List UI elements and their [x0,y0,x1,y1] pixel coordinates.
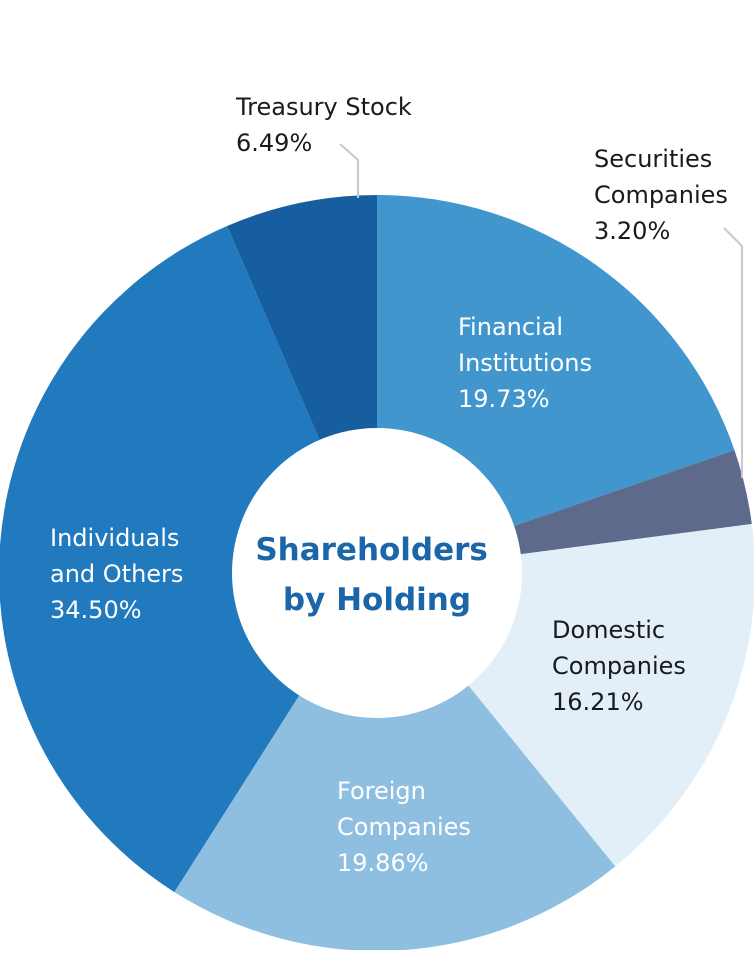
slice-labels: Financial Institutions 19.73% Securities Com… [50,93,728,877]
chart-title: Shareholders by Holding [255,532,498,618]
slice-value-label: 6.49% [236,129,312,157]
slice-name-label: Securities [594,145,712,173]
slice-individuals-and-others [0,226,377,893]
slice-value-label: 3.20% [594,217,670,245]
slice-label-securities-companies: Securities Companies 3.20% [594,145,728,245]
leader-lines [339,143,743,478]
slice-label-financial-institutions: Financial Institutions 19.73% [458,313,592,413]
leader-line-treasury-stock [339,143,359,198]
chart-title-line-2: by Holding [283,582,471,618]
slice-name-label: Domestic [552,616,665,644]
slice-value-label: 16.21% [552,688,644,716]
slice-label-individuals-and-others: Individuals and Others 34.50% [50,524,183,624]
slice-value-label: 19.86% [337,849,429,877]
slice-label-treasury-stock: Treasury Stock 6.49% [235,93,412,157]
slice-name-label: Companies [594,181,728,209]
slice-foreign-companies [174,573,616,951]
slice-name-label: Treasury Stock [235,93,412,121]
slice-name-label: Institutions [458,349,592,377]
slice-name-label: Companies [552,652,686,680]
slice-value-label: 19.73% [458,385,550,413]
slice-label-foreign-companies: Foreign Companies 19.86% [337,777,471,877]
slice-label-domestic-companies: Domestic Companies 16.21% [552,616,686,716]
donut-hole [232,428,522,718]
slice-value-label: 34.50% [50,596,142,624]
slice-name-label: and Others [50,560,183,588]
slice-name-label: Companies [337,813,471,841]
chart-title-line-1: Shareholders [255,532,488,568]
slice-name-label: Individuals [50,524,179,552]
leader-line-securities-companies [723,227,743,478]
slice-name-label: Financial [458,313,563,341]
slice-name-label: Foreign [337,777,426,805]
